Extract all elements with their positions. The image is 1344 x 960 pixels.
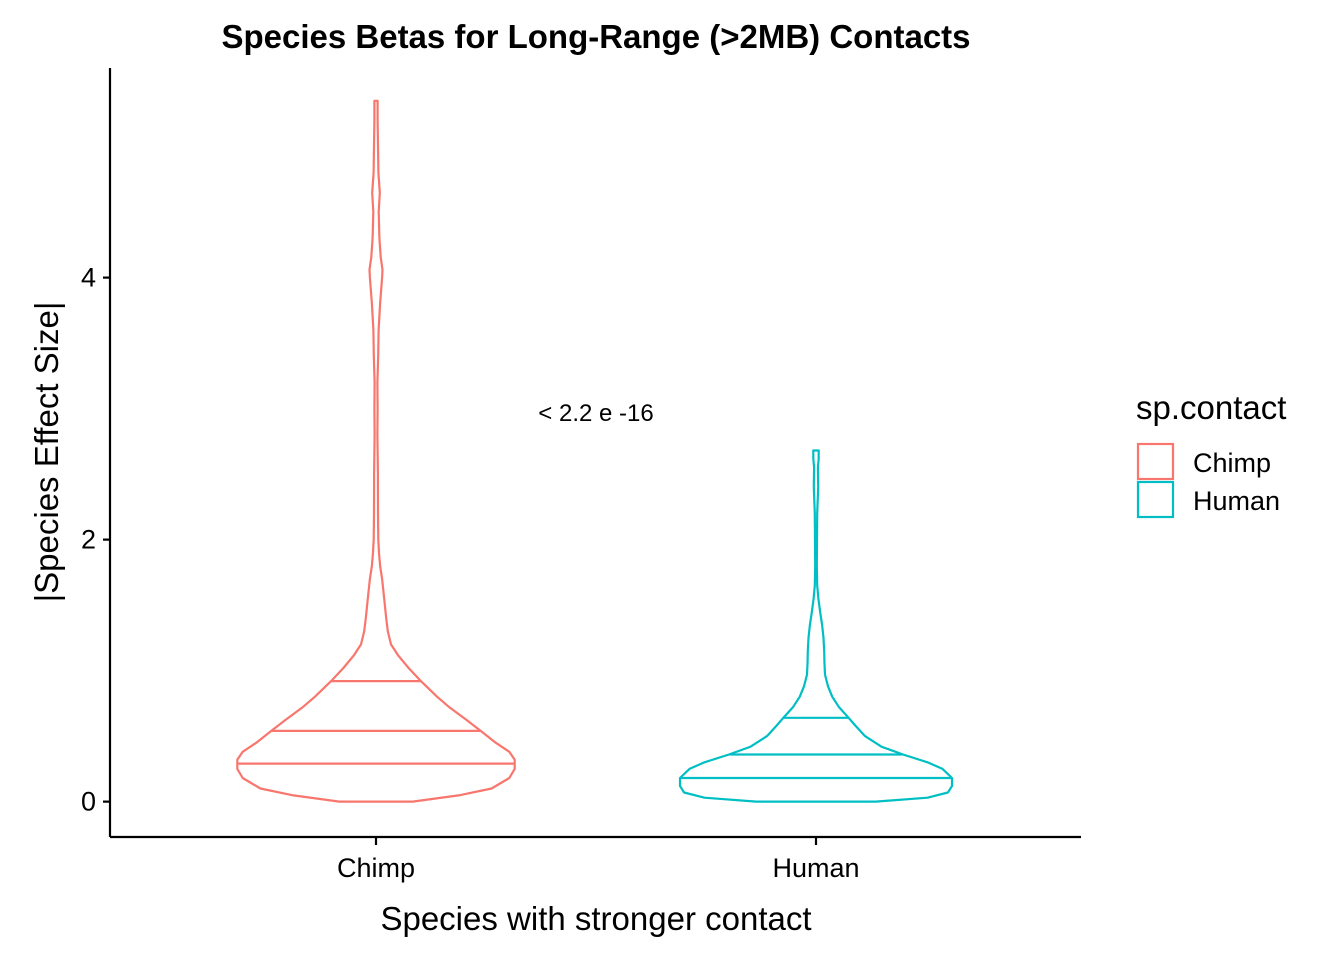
legend-label-chimp: Chimp — [1193, 448, 1271, 478]
y-axis-ticks: 0 2 4 — [81, 263, 110, 817]
y-tick-label-0: 0 — [81, 787, 96, 817]
x-tick-label-chimp: Chimp — [337, 853, 415, 883]
x-axis-ticks: Chimp Human — [337, 837, 860, 883]
legend-key-human — [1136, 480, 1175, 519]
y-tick-label-4: 4 — [81, 263, 96, 293]
violin-chimp — [236, 99, 516, 803]
violin-outline-chimp — [236, 99, 516, 803]
p-value-annotation: < 2.2 e -16 — [538, 400, 653, 427]
legend: sp.contact Chimp Human — [1136, 389, 1286, 519]
legend-title: sp.contact — [1136, 389, 1286, 426]
legend-label-human: Human — [1193, 486, 1280, 516]
violin-human — [678, 449, 954, 803]
legend-key-chimp — [1136, 442, 1175, 481]
chart-title: Species Betas for Long-Range (>2MB) Cont… — [221, 18, 970, 55]
x-axis-title: Species with stronger contact — [380, 900, 811, 937]
plot-area — [236, 99, 954, 803]
y-axis-title: |Species Effect Size| — [28, 302, 65, 603]
violin-outline-human — [678, 449, 954, 803]
x-tick-label-human: Human — [772, 853, 859, 883]
y-tick-label-2: 2 — [81, 525, 96, 555]
